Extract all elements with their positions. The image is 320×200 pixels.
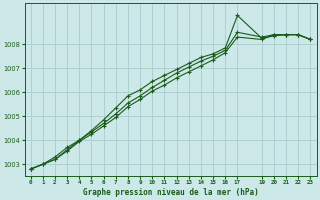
X-axis label: Graphe pression niveau de la mer (hPa): Graphe pression niveau de la mer (hPa) bbox=[83, 188, 258, 197]
